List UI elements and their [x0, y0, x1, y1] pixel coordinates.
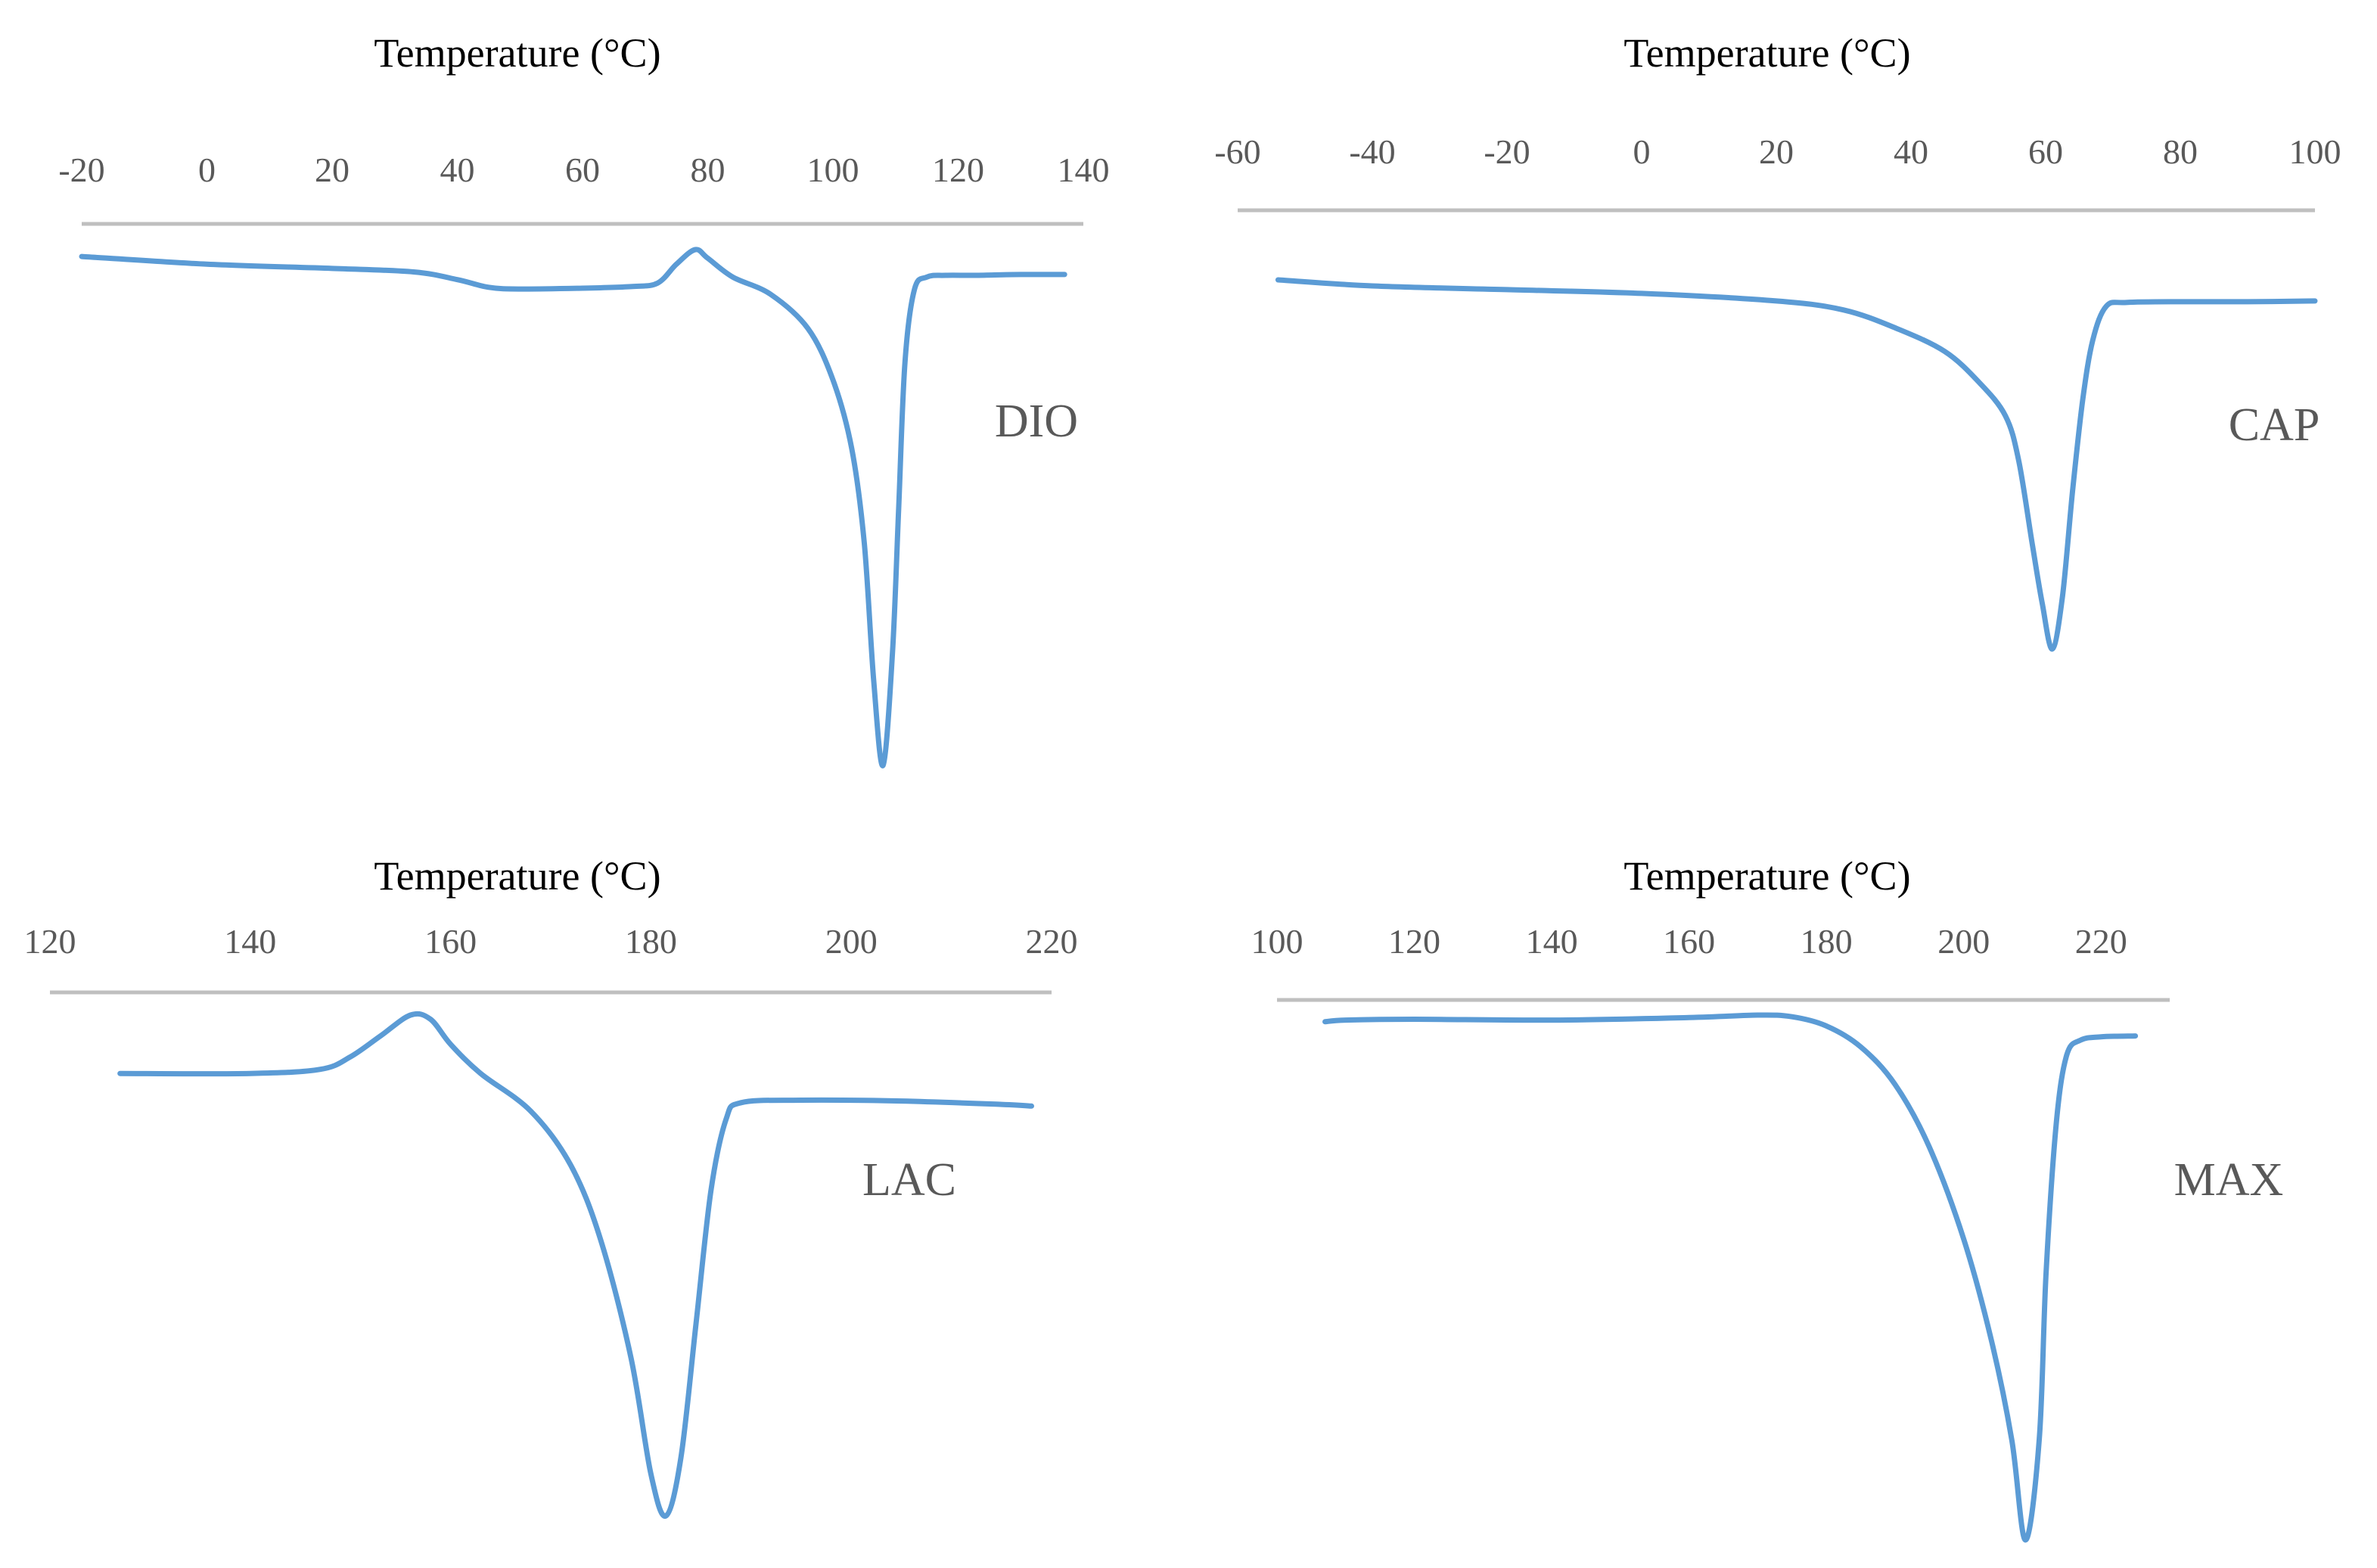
x-tick-label: 120: [1388, 922, 1440, 961]
series-line-lac: [117, 1011, 1034, 1519]
x-tick-label: 160: [1663, 922, 1715, 961]
x-tick-label: 80: [2163, 132, 2198, 171]
x-tick-label: 120: [24, 922, 76, 961]
x-tick-label: 100: [1251, 922, 1303, 961]
x-tick-label: 0: [1633, 132, 1651, 171]
series-label: LAC: [862, 1154, 956, 1206]
x-axis-title: Temperature (°C): [1624, 30, 1910, 76]
x-tick-label: 60: [565, 151, 600, 189]
x-tick-label: 160: [424, 922, 477, 961]
x-tick-label: 200: [825, 922, 878, 961]
x-tick-label: 20: [1759, 132, 1794, 171]
x-tick-label: 180: [625, 922, 677, 961]
x-tick-label: 60: [2028, 132, 2063, 171]
chart-panel-dio: Temperature (°C) -20 0 20 40 60 80 100 120 140 DIO: [58, 30, 1110, 768]
chart-panel-cap: Temperature (°C) -60 -40 -20 0 20 40 60 80 100 CAP: [1214, 30, 2341, 652]
x-tick-label: 0: [198, 151, 216, 189]
chart-panel-lac: Temperature (°C) 120 140 160 180 200 220 LAC: [24, 853, 1078, 1519]
x-tick-label: 140: [1058, 151, 1110, 189]
series-label: CAP: [2229, 399, 2320, 451]
series-line-cap: [1275, 277, 2318, 652]
x-tick-label: 220: [2075, 922, 2127, 961]
x-tick-label: 20: [315, 151, 350, 189]
x-tick-label: 180: [1801, 922, 1853, 961]
x-tick-label: -40: [1349, 132, 1395, 171]
x-tick-label: 100: [807, 151, 859, 189]
x-tick-label: 200: [1937, 922, 1990, 961]
series-line-dio: [79, 247, 1067, 768]
x-tick-label: 80: [691, 151, 726, 189]
x-axis-title: Temperature (°C): [374, 30, 660, 76]
x-tick-label: 140: [224, 922, 276, 961]
x-tick-label: -60: [1214, 132, 1260, 171]
chart-panel-max: Temperature (°C) 100 120 140 160 180 200 220 MAX: [1251, 853, 2284, 1543]
x-tick-label: 220: [1026, 922, 1078, 961]
x-tick-label: 140: [1526, 922, 1578, 961]
series-label: MAX: [2174, 1154, 2284, 1206]
x-tick-label: 100: [2289, 132, 2341, 171]
x-tick-label: 40: [1894, 132, 1928, 171]
x-tick-label: 120: [932, 151, 984, 189]
x-tick-label: 40: [440, 151, 475, 189]
series-label: DIO: [995, 396, 1078, 447]
x-axis-title: Temperature (°C): [374, 853, 660, 899]
x-tick-label: -20: [58, 151, 104, 189]
series-line-max: [1322, 1012, 2139, 1543]
x-tick-label: -20: [1484, 132, 1530, 171]
x-axis-title: Temperature (°C): [1624, 853, 1910, 899]
